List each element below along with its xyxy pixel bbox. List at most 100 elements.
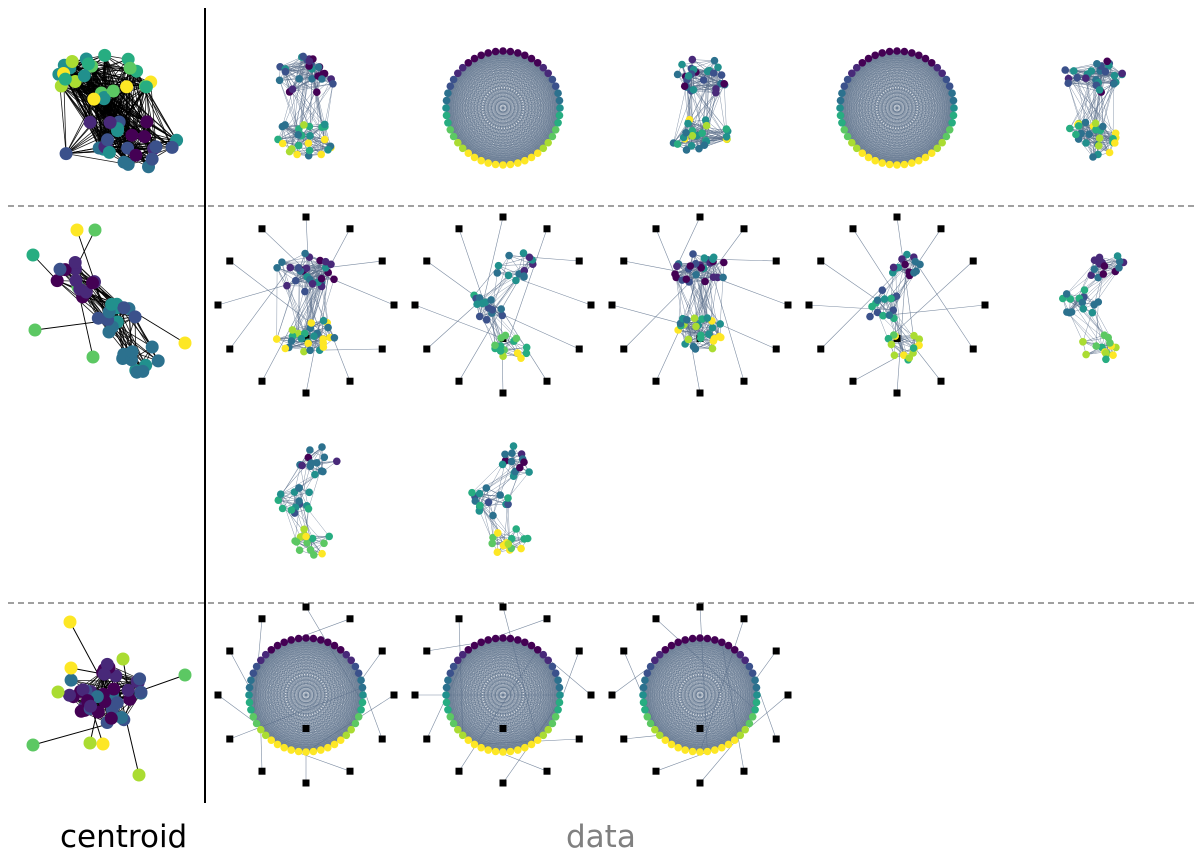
external-node xyxy=(696,213,704,221)
group-2-data-graph-3-node xyxy=(692,322,700,331)
group-1-data-graph-3 xyxy=(669,55,732,154)
group-1-data-graph-4-node xyxy=(864,153,873,162)
graph-edge xyxy=(719,277,724,324)
group-1-centroid-graph-node xyxy=(65,55,79,68)
group-1-data-graph-5-node xyxy=(1085,130,1093,138)
group-2-data-graph-2 xyxy=(411,213,595,397)
graph-edge xyxy=(462,55,482,149)
group-1-data-graph-1-node xyxy=(300,121,308,129)
group-1-centroid-graph-node xyxy=(140,115,154,129)
graph-edge xyxy=(60,85,104,150)
group-1-data-graph-3-node xyxy=(678,60,686,69)
group-2-data-graph-1-node xyxy=(307,319,316,327)
group-2-data-graph-1-node xyxy=(297,334,306,343)
group-1-data-graph-5-node xyxy=(1103,57,1111,66)
group-1-data-graph-4-node xyxy=(836,104,844,112)
graph-edge xyxy=(64,78,106,147)
group-2-data-graph-2-node xyxy=(475,312,484,321)
graph-edge xyxy=(324,83,334,125)
graph-edge xyxy=(324,83,334,140)
external-node xyxy=(226,257,234,265)
external-node xyxy=(620,345,628,353)
group-2-data-graph-1-node xyxy=(304,339,313,348)
graph-edge xyxy=(450,51,496,130)
group-1-data-graph-4-node xyxy=(942,75,951,84)
group-1-data-graph-3-node xyxy=(684,119,692,128)
group-1-data-graph-4-node xyxy=(915,156,923,165)
external-edge xyxy=(508,275,592,306)
group-2-data-graph-3-node xyxy=(696,334,705,343)
group-1-data-graph-3-node xyxy=(699,76,708,84)
group-1-data-graph-2-node xyxy=(556,104,564,112)
external-node xyxy=(575,345,583,353)
graph-edge xyxy=(303,76,319,125)
graph-edge xyxy=(447,51,496,123)
external-edge xyxy=(611,304,681,324)
group-2-data-graph-3-node xyxy=(690,314,699,323)
group-1-data-graph-3-node xyxy=(722,125,731,133)
group-2-centroid-graph-node xyxy=(128,310,142,324)
external-node xyxy=(740,225,748,233)
group-1-data-graph-2-node xyxy=(544,69,552,78)
group-1-data-graph-5-node xyxy=(1087,67,1096,75)
group-1-data-graph-4-node xyxy=(908,159,916,167)
group-2-data-graph-1-node xyxy=(286,263,295,272)
graph-edge xyxy=(104,55,125,163)
group-1-data-graph-5-node xyxy=(1073,73,1081,82)
group-1-data-graph-5-node xyxy=(1101,67,1110,76)
group-1-data-graph-2-node xyxy=(499,47,507,55)
group-2-data-graph-2-node xyxy=(505,251,513,260)
group-1-data-graph-2-node xyxy=(533,149,542,157)
graph-edge xyxy=(457,73,560,101)
group-2-data-graph-3-node xyxy=(716,320,724,328)
group-1-data-graph-5-node xyxy=(1074,122,1083,130)
group-1-data-graph-3-node xyxy=(682,129,690,137)
group-1-data-graph-5-node xyxy=(1095,86,1104,94)
group-2-data-graph-3-node xyxy=(709,255,717,263)
group-2-data-graph-2-node xyxy=(478,299,487,308)
graph-edge xyxy=(447,55,482,123)
group-1-centroid-graph-node xyxy=(117,155,131,169)
group-1-data-graph-2-node xyxy=(551,82,560,90)
group-1-data-graph-2-node xyxy=(506,160,515,169)
graph-edge xyxy=(309,135,329,150)
group-1-data-graph-5-node xyxy=(1066,124,1074,133)
group-2-data-graph-3-node xyxy=(686,262,695,270)
graph-edge xyxy=(279,66,332,148)
group-1-data-graph-4-node xyxy=(949,111,958,120)
group-1-data-graph-1-node xyxy=(299,52,308,61)
graph-edge xyxy=(495,51,560,116)
external-node xyxy=(575,257,583,265)
group-2-data-graph-3-node xyxy=(720,258,728,267)
group-1-centroid-graph-node xyxy=(138,130,151,144)
group-1-data-graph-1-node xyxy=(324,146,332,154)
group-1-data-graph-5-node xyxy=(1082,74,1090,82)
external-node xyxy=(499,213,507,221)
group-1-data-graph-1-node xyxy=(317,150,326,159)
group-2-data-graph-3-node xyxy=(691,345,700,353)
group-2-data-graph-2-node xyxy=(493,269,502,277)
group-1-data-graph-4-node xyxy=(908,49,916,57)
group-1-data-graph-5-node xyxy=(1081,118,1090,127)
graph-edge xyxy=(462,51,496,149)
group-1-data-graph-4-node xyxy=(843,132,852,141)
graph-edge xyxy=(495,51,511,165)
group-1-data-graph-1-node xyxy=(294,141,303,150)
group-1-data-graph-2-node xyxy=(499,161,507,169)
graph-edge xyxy=(495,51,532,158)
group-1-data-graph-5-node xyxy=(1072,130,1080,139)
graph-edge xyxy=(457,62,469,143)
group-1-data-graph-2-node xyxy=(484,159,493,167)
group-2-centroid-graph xyxy=(26,223,192,379)
group-2-data-graph-1-node xyxy=(306,346,314,355)
external-node xyxy=(740,377,748,385)
graph-edge xyxy=(285,65,310,72)
group-2-centroid-graph-node xyxy=(117,301,131,315)
group-1-centroid-graph-node xyxy=(149,140,163,154)
group-2-data-graph-1-node xyxy=(310,332,318,341)
graph-edge xyxy=(282,135,311,144)
group-1-data-graph-4-node xyxy=(950,104,958,112)
group-2-data-graph-1-node xyxy=(291,276,300,285)
group-1-centroid-graph-node xyxy=(98,48,112,62)
group-1-data-graph-2-node xyxy=(446,126,455,134)
